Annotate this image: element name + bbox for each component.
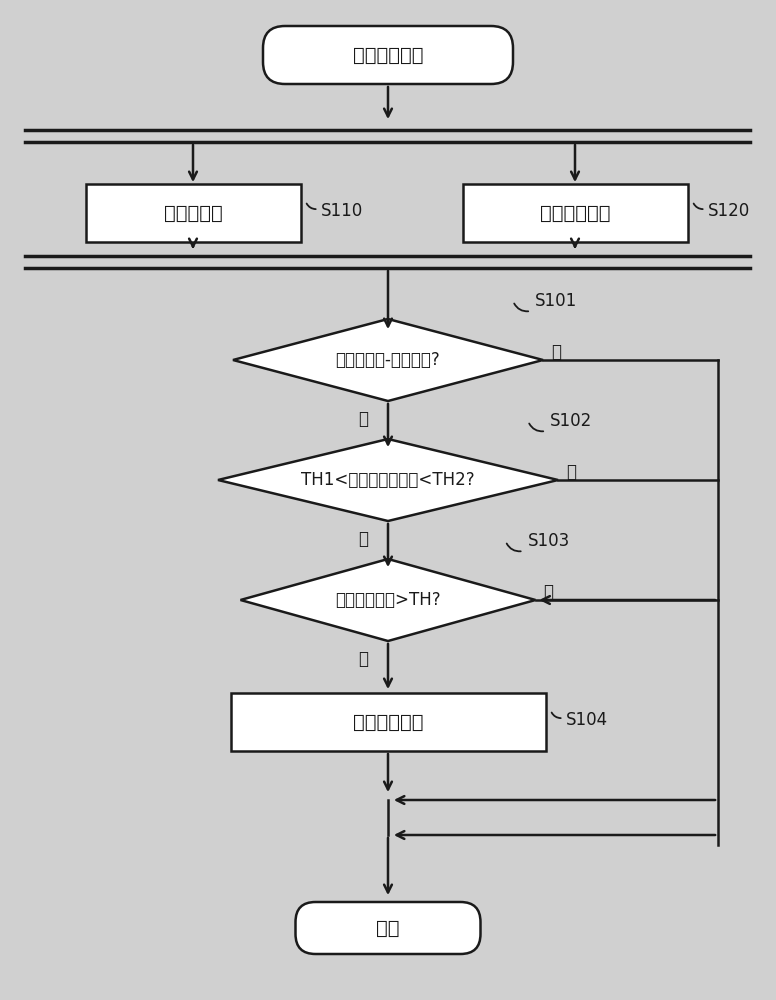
Text: 否: 否 (551, 343, 561, 361)
Text: 跳跃检测开始: 跳跃检测开始 (353, 45, 423, 64)
Bar (462, 184, 688, 242)
Text: 高冲击检测: 高冲击检测 (164, 204, 223, 223)
Text: S110: S110 (320, 202, 362, 220)
Text: 是: 是 (358, 650, 368, 668)
Text: 自由落体检测: 自由落体检测 (540, 204, 610, 223)
Polygon shape (218, 439, 558, 521)
Text: 是: 是 (358, 410, 368, 428)
Text: S104: S104 (566, 711, 608, 729)
FancyBboxPatch shape (296, 902, 480, 954)
Text: 是否是冲击-冲击区间?: 是否是冲击-冲击区间? (336, 351, 440, 369)
Text: 结束: 结束 (376, 918, 400, 938)
Bar (230, 693, 546, 751)
Polygon shape (233, 319, 543, 401)
Text: S120: S120 (708, 202, 750, 220)
Polygon shape (241, 559, 535, 641)
Text: 检测跳跃区间: 检测跳跃区间 (353, 712, 423, 732)
FancyBboxPatch shape (263, 26, 513, 84)
Text: 否: 否 (543, 583, 553, 601)
Text: 是: 是 (358, 530, 368, 548)
Text: 自由落体比率>TH?: 自由落体比率>TH? (335, 591, 441, 609)
Bar (85, 184, 300, 242)
Text: S101: S101 (535, 292, 577, 310)
Text: TH1<区间的持续时间<TH2?: TH1<区间的持续时间<TH2? (301, 471, 475, 489)
Text: 否: 否 (566, 463, 576, 481)
Text: S103: S103 (528, 532, 570, 550)
Text: S102: S102 (550, 412, 592, 430)
